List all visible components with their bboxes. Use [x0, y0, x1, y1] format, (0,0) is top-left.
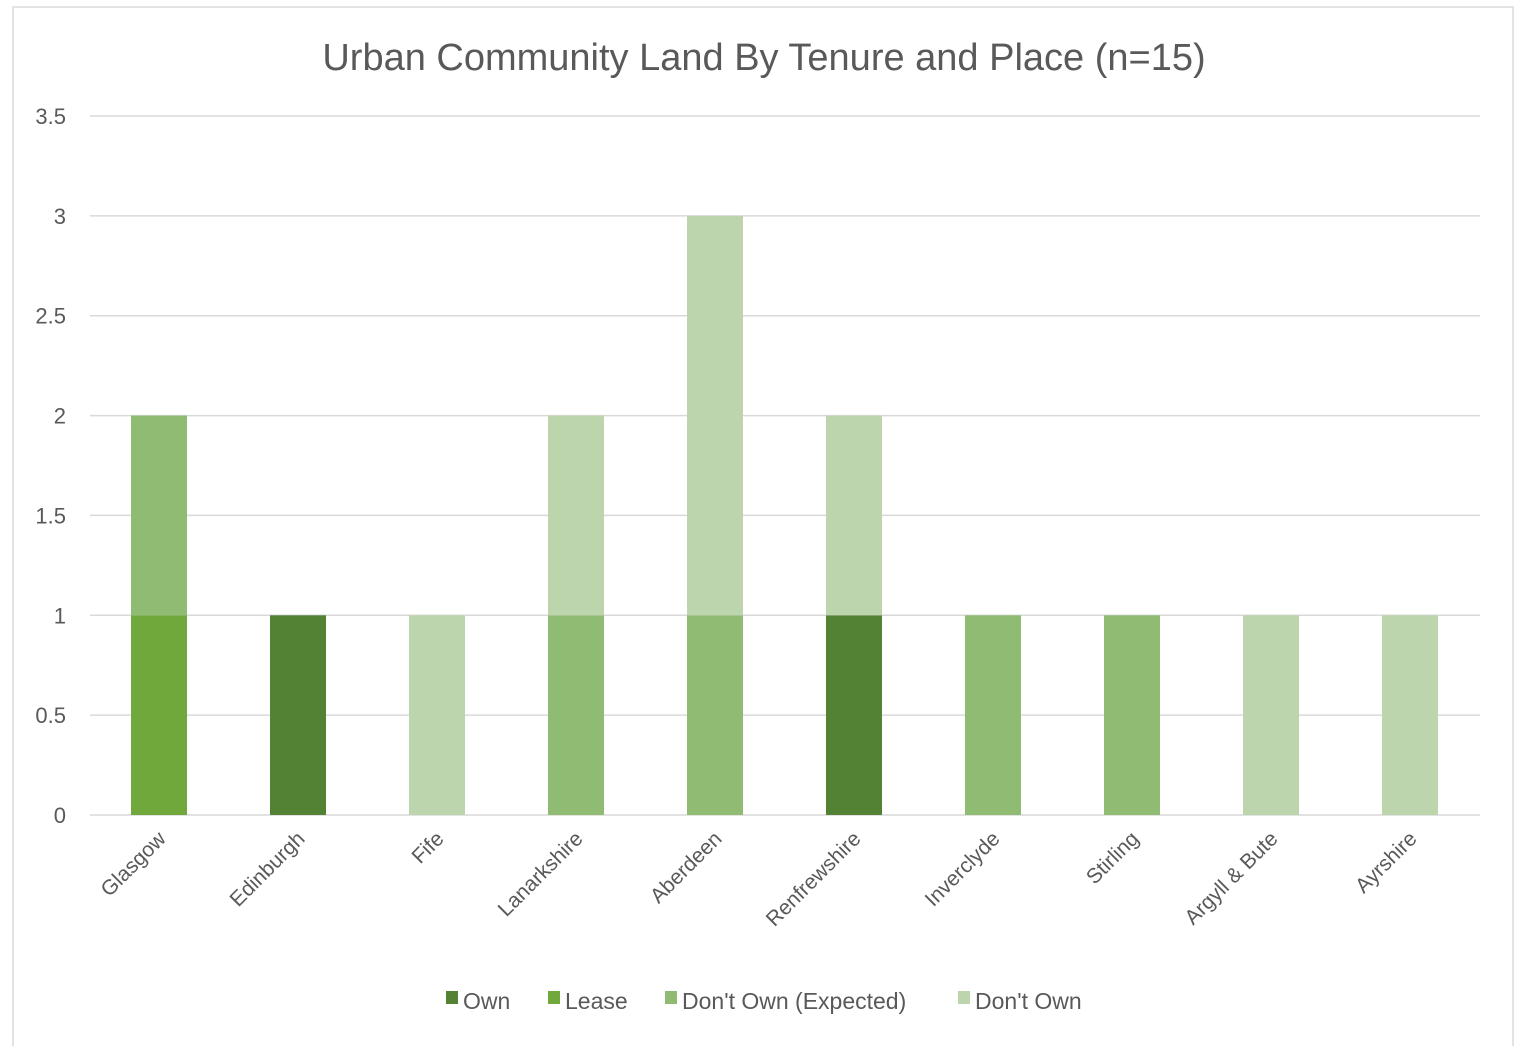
- bar-segment: [826, 415, 882, 616]
- x-axis-labels: Glasgow Edinburgh Fife Lanarkshire Aberdeen R…: [96, 827, 1421, 931]
- bar-segment: [687, 615, 743, 815]
- legend-label: Own: [463, 988, 510, 1014]
- y-tick-label: 2: [54, 404, 66, 429]
- x-tick-label: Aberdeen: [646, 827, 727, 908]
- x-tick-label: Lanarkshire: [494, 827, 588, 921]
- x-tick-label: Glasgow: [96, 827, 171, 902]
- x-tick-label: Stirling: [1082, 827, 1144, 889]
- y-tick-label: 3.5: [35, 104, 66, 129]
- chart-title: Urban Community Land By Tenure and Place…: [322, 37, 1205, 79]
- y-tick-label: 2.5: [35, 304, 66, 329]
- bar-segment: [965, 615, 1021, 815]
- bar-segment: [1382, 615, 1438, 815]
- y-axis-ticks: 0 0.5 1 1.5 2 2.5 3 3.5: [35, 104, 66, 828]
- x-tick-label: Inverclyde: [921, 827, 1005, 911]
- y-tick-label: 0: [54, 803, 66, 828]
- bar-segment: [409, 615, 465, 815]
- y-tick-label: 1: [54, 603, 66, 628]
- bar-segment: [131, 615, 187, 815]
- legend-label: Lease: [565, 988, 628, 1014]
- bar-segment: [131, 415, 187, 616]
- legend-label: Don't Own (Expected): [682, 988, 906, 1014]
- legend-swatch: [665, 991, 677, 1004]
- x-tick-label: Ayrshire: [1351, 827, 1421, 897]
- y-tick-label: 1.5: [35, 503, 66, 528]
- x-tick-label: Renfrewshire: [762, 827, 866, 931]
- bar-segment: [687, 215, 743, 616]
- legend-swatch: [958, 991, 970, 1004]
- legend-swatch: [548, 991, 560, 1004]
- bars: [131, 215, 1438, 815]
- legend-label: Don't Own: [975, 988, 1082, 1014]
- bar-segment: [1243, 615, 1299, 815]
- y-tick-label: 3: [54, 204, 66, 229]
- x-tick-label: Argyll & Bute: [1180, 827, 1282, 929]
- bar-segment: [1104, 615, 1160, 815]
- bar-segment: [270, 615, 326, 815]
- legend: Own Lease Don't Own (Expected) Don't Own: [446, 988, 1082, 1014]
- y-tick-label: 0.5: [35, 703, 66, 728]
- bar-segment: [548, 615, 604, 815]
- legend-swatch: [446, 991, 458, 1004]
- bar-segment: [826, 615, 882, 815]
- x-tick-label: Edinburgh: [226, 827, 310, 911]
- x-tick-label: Fife: [408, 827, 449, 868]
- chart-frame: [12, 6, 1514, 1046]
- bar-segment: [548, 415, 604, 616]
